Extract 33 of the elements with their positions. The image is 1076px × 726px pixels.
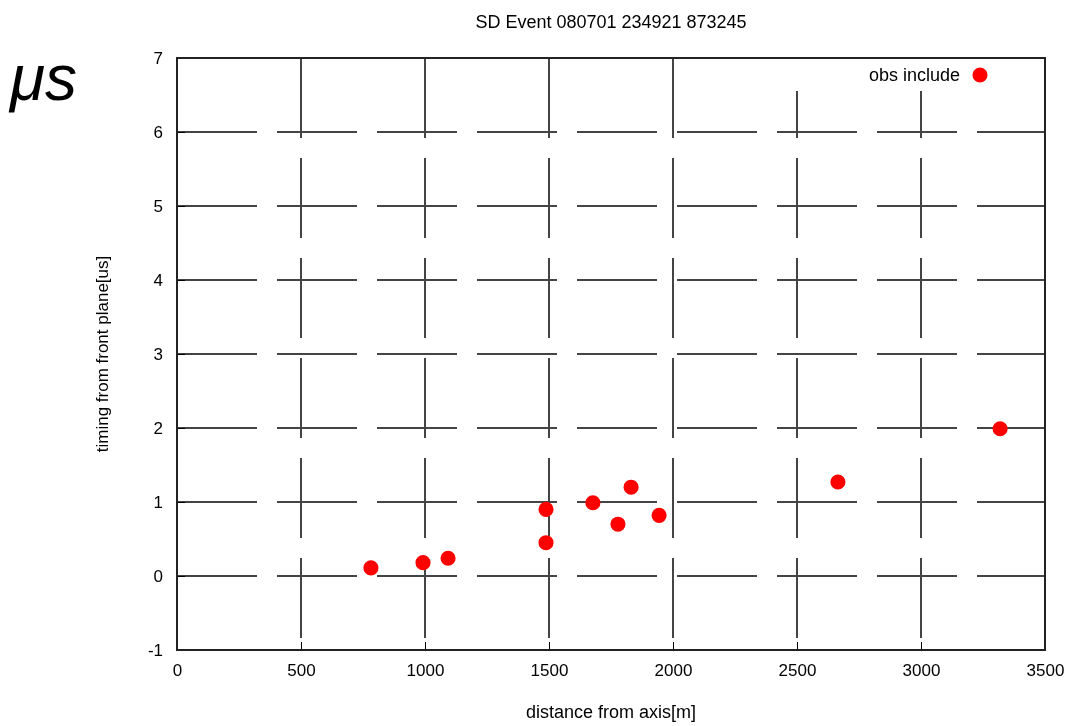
y-tick-label: 3 [153,344,163,364]
x-tick-label: 0 [172,661,183,681]
point [538,535,554,551]
point [538,501,554,517]
x-tick-label: 2500 [778,661,817,681]
y-tick-label: 5 [153,196,163,216]
y-tick-label: 7 [153,48,163,68]
y-tick-label: 2 [153,418,163,438]
x-tick-label: 3000 [902,661,941,681]
y-tick-label: 1 [153,492,163,512]
y-tick-label: -1 [147,640,163,660]
x-tick-label: 1500 [530,661,569,681]
x-axis-title: distance from axis[m] [525,702,697,722]
point [651,507,667,523]
point [585,495,601,511]
point [992,421,1008,437]
point [415,555,431,571]
x-tick-label: 500 [287,661,316,681]
point [363,560,379,576]
chart-title: SD Event 080701 234921 873245 [475,12,747,32]
point [610,516,626,532]
y-tick-label: 0 [153,566,163,586]
point [830,474,846,490]
text: μs [8,42,78,114]
y-axis-title: timing from front plane[us] [93,255,112,453]
y-tick-label: 6 [153,122,163,142]
point [623,479,639,495]
x-tick-label: 2000 [654,661,693,681]
point [440,550,456,566]
x-tick-label: 1000 [406,661,445,681]
legend-label: obs include [868,65,960,85]
y-tick-label: 4 [153,270,163,290]
x-tick-label: 3500 [1026,661,1065,681]
